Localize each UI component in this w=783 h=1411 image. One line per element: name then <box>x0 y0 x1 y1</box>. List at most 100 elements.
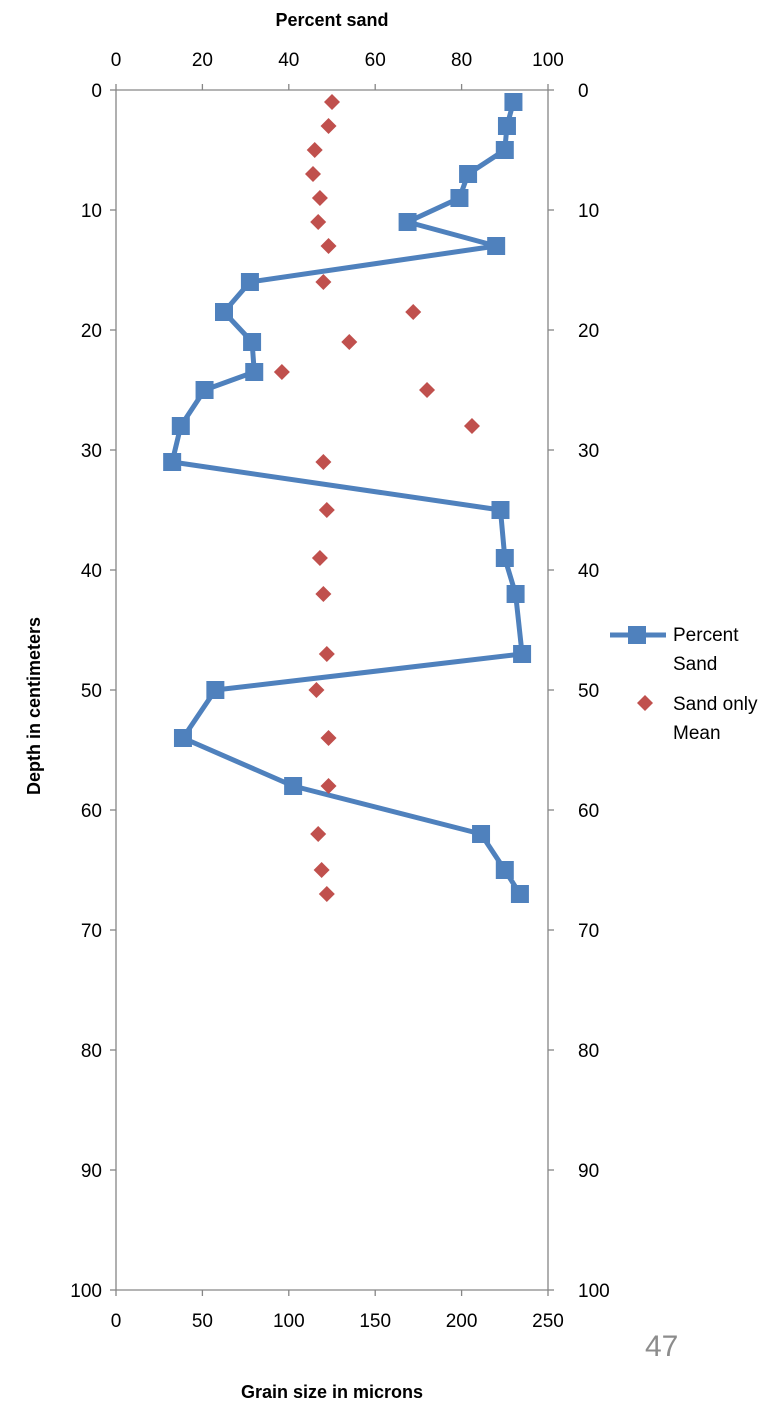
top-tick-label: 80 <box>451 50 472 71</box>
left-tick-label: 20 <box>81 321 102 342</box>
left-tick-label: 60 <box>81 801 102 822</box>
sand-mean-marker <box>273 364 290 380</box>
percent-sand-line <box>169 101 525 896</box>
top-tick-label: 40 <box>278 50 299 71</box>
bottom-tick-label: 150 <box>359 1311 391 1332</box>
percent-sand-marker <box>163 453 182 471</box>
percent-sand-marker <box>472 825 491 843</box>
sand-mean-marker <box>320 778 337 794</box>
sand-mean-marker <box>341 334 358 350</box>
right-tick-label: 60 <box>578 801 599 822</box>
percent-sand-marker <box>495 549 514 567</box>
sand-mean-marker <box>324 94 340 110</box>
sand-mean-marker <box>315 274 332 290</box>
left-tick-label: 0 <box>91 81 102 102</box>
left-tick-label: 50 <box>81 681 102 702</box>
legend-label-line1: Sand only <box>673 694 758 715</box>
right-tick-label: 100 <box>578 1281 610 1302</box>
sand-mean-marker <box>318 886 335 902</box>
percent-sand-marker <box>506 585 525 603</box>
sand-mean-marker <box>318 502 335 518</box>
axes <box>110 84 554 1296</box>
percent-sand-marker <box>459 165 478 183</box>
sand-mean-marker <box>304 166 321 182</box>
percent-sand-marker <box>487 237 506 255</box>
percent-sand-marker <box>243 333 262 351</box>
right-tick-label: 30 <box>578 441 599 462</box>
legend-label-line2: Sand <box>673 654 717 675</box>
bottom-tick-label: 100 <box>273 1311 305 1332</box>
top-axis-title: Percent sand <box>275 10 388 30</box>
right-tick-label: 20 <box>578 321 599 342</box>
sand-mean-marker <box>306 142 323 158</box>
right-tick-label: 10 <box>578 201 599 222</box>
sand-mean-marker <box>405 304 422 320</box>
legend-diamond-marker-icon <box>637 695 653 711</box>
top-tick-label: 60 <box>365 50 386 71</box>
right-tick-label: 0 <box>578 81 589 102</box>
bottom-axis-title: Grain size in microns <box>241 1382 423 1402</box>
left-tick-label: 40 <box>81 561 102 582</box>
right-tick-label: 70 <box>578 921 599 942</box>
percent-sand-marker <box>491 501 510 519</box>
top-tick-label: 0 <box>111 50 122 71</box>
percent-sand-marker <box>513 645 532 663</box>
legend-label-line1: Percent <box>673 625 739 646</box>
bottom-tick-label: 200 <box>446 1311 478 1332</box>
left-tick-label: 30 <box>81 441 102 462</box>
percent-sand-series <box>163 93 532 903</box>
percent-sand-marker <box>398 213 417 231</box>
sand-mean-marker <box>320 118 337 134</box>
sand-mean-marker <box>313 862 330 878</box>
percent-sand-marker <box>173 729 192 747</box>
percent-sand-marker <box>171 417 190 435</box>
percent-sand-marker <box>510 885 529 903</box>
right-tick-label: 50 <box>578 681 599 702</box>
sand-mean-marker <box>311 550 328 566</box>
sand-mean-marker <box>320 730 337 746</box>
top-tick-label: 100 <box>532 50 564 71</box>
bottom-tick-label: 50 <box>192 1311 213 1332</box>
bottom-tick-label: 0 <box>111 1311 122 1332</box>
percent-sand-marker <box>240 273 259 291</box>
legend-label-line2: Mean <box>673 723 721 744</box>
sand-mean-marker <box>310 214 327 230</box>
left-tick-label: 100 <box>70 1281 102 1302</box>
sand-mean-marker <box>419 382 436 398</box>
top-tick-label: 20 <box>192 50 213 71</box>
legend-item-percent-sand: Percent Sand <box>610 625 739 675</box>
sand-mean-marker <box>315 454 332 470</box>
percent-sand-marker <box>504 93 523 111</box>
right-tick-label: 80 <box>578 1041 599 1062</box>
right-tick-label: 40 <box>578 561 599 582</box>
sand-mean-marker <box>311 190 328 206</box>
sand-mean-marker <box>310 826 327 842</box>
right-tick-label: 90 <box>578 1161 599 1182</box>
sand-mean-marker <box>315 586 332 602</box>
legend-item-sand-mean: Sand only Mean <box>637 694 758 744</box>
percent-sand-marker <box>450 189 469 207</box>
left-tick-label: 90 <box>81 1161 102 1182</box>
percent-sand-marker <box>195 381 214 399</box>
legend: Percent Sand Sand only Mean <box>610 625 758 744</box>
percent-sand-marker <box>206 681 225 699</box>
bottom-tick-label: 250 <box>532 1311 564 1332</box>
left-tick-label: 10 <box>81 201 102 222</box>
percent-sand-marker <box>284 777 303 795</box>
sand-mean-marker <box>320 238 337 254</box>
legend-square-marker-icon <box>628 626 646 644</box>
percent-sand-marker <box>495 861 514 879</box>
sand-mean-marker <box>318 646 335 662</box>
left-tick-label: 80 <box>81 1041 102 1062</box>
percent-sand-marker <box>245 363 264 381</box>
sand-mean-series <box>273 94 480 902</box>
left-tick-label: 70 <box>81 921 102 942</box>
sand-mean-marker <box>463 418 480 434</box>
sand-mean-marker <box>308 682 325 698</box>
percent-sand-marker <box>215 303 233 321</box>
percent-sand-marker <box>497 117 516 135</box>
page-number: 47 <box>645 1330 678 1363</box>
percent-sand-marker <box>495 141 514 159</box>
